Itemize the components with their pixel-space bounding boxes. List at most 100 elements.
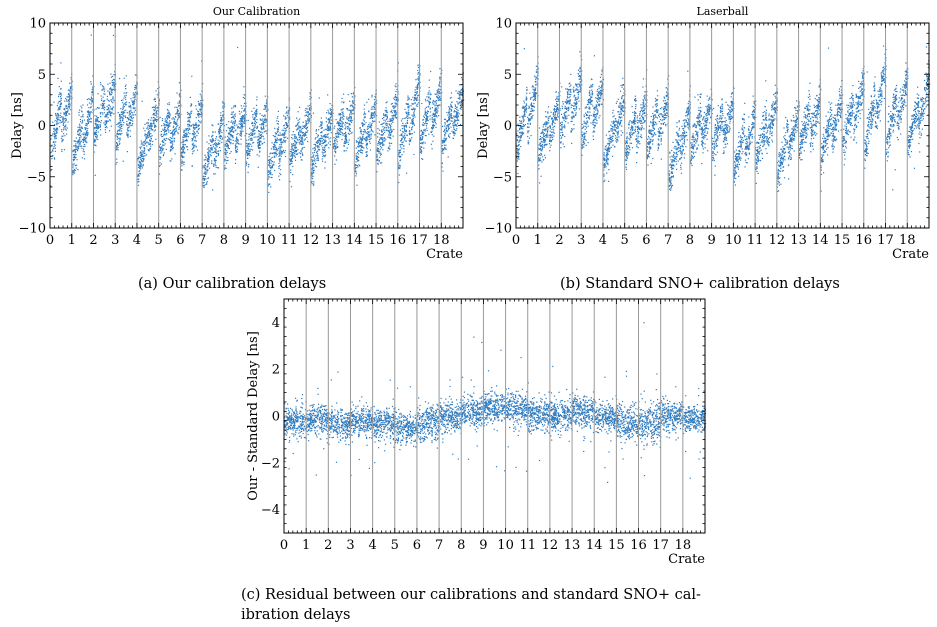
data-point-a: [74, 149, 76, 151]
data-point-a: [84, 145, 86, 148]
data-point-a: [236, 124, 238, 126]
data-point-a: [205, 173, 207, 175]
data-point-a: [238, 143, 240, 145]
data-point-a: [63, 127, 65, 129]
data-point-a: [376, 154, 378, 156]
data-point-a: [422, 129, 424, 131]
data-point-a: [111, 99, 113, 101]
data-point-a: [162, 148, 164, 150]
data-point-a: [163, 138, 165, 140]
data-point-a: [203, 172, 205, 174]
data-point-a: [194, 139, 196, 141]
data-point-a: [255, 104, 258, 106]
data-point-a: [362, 125, 364, 127]
data-point-a: [435, 109, 437, 111]
data-point-a: [363, 120, 365, 122]
data-point-a: [463, 99, 465, 101]
data-point-a: [225, 142, 227, 144]
data-point-a: [176, 92, 178, 94]
data-point-a: [367, 131, 369, 133]
data-point-a: [230, 130, 232, 132]
data-point-a: [345, 142, 347, 144]
data-point-a: [87, 122, 89, 124]
data-point-a: [342, 133, 344, 135]
data-point-a: [189, 113, 191, 116]
data-point-a: [94, 127, 96, 129]
data-point-a: [413, 110, 415, 112]
data-point-a: [111, 89, 113, 91]
data-point-a: [88, 117, 90, 119]
data-point-a: [189, 96, 191, 98]
data-point-a: [312, 163, 314, 165]
data-point-a: [144, 143, 146, 145]
data-point-a: [286, 106, 288, 108]
data-point-a: [304, 138, 306, 140]
data-point-a: [91, 94, 93, 96]
data-point-a: [211, 149, 213, 151]
data-point-a: [428, 102, 431, 104]
data-point-a: [362, 124, 364, 126]
data-point-a: [213, 143, 216, 145]
data-point-a: [100, 134, 102, 136]
data-point-a: [55, 132, 57, 134]
data-point-a: [392, 121, 394, 123]
data-point-a: [193, 124, 195, 126]
data-point-a: [82, 138, 84, 140]
data-point-a: [312, 112, 314, 114]
data-point-a: [408, 105, 410, 107]
data-point-a: [81, 122, 83, 124]
data-point-a: [419, 73, 421, 75]
data-point-a: [320, 138, 322, 140]
data-point-a: [279, 132, 281, 134]
data-point-a: [422, 124, 424, 126]
data-point-a: [434, 93, 436, 95]
data-point-a: [256, 127, 258, 130]
data-point-a: [259, 124, 261, 126]
data-point-a: [121, 113, 123, 115]
data-point-a: [368, 124, 370, 126]
data-point-a: [399, 146, 402, 148]
data-point-a: [130, 115, 133, 117]
data-point-a: [162, 144, 164, 146]
data-point-a: [140, 164, 142, 166]
data-point-a: [61, 149, 63, 151]
data-point-a: [363, 104, 366, 106]
data-point-a: [210, 147, 212, 149]
data-point-a: [95, 120, 98, 122]
data-point-a: [79, 127, 81, 129]
data-point-a: [122, 119, 124, 121]
data-point-a: [189, 114, 191, 116]
data-point-a: [88, 98, 90, 100]
data-point-a: [302, 147, 304, 149]
data-point-a: [150, 145, 152, 147]
data-point-a: [442, 152, 444, 154]
data-point-a: [345, 131, 347, 133]
data-point-a: [61, 116, 63, 118]
data-point-a: [198, 111, 200, 113]
data-point-a: [416, 85, 418, 87]
data-point-a: [325, 129, 328, 131]
data-point-a: [167, 129, 169, 131]
data-point-a: [403, 131, 405, 133]
data-point-a: [134, 98, 136, 100]
data-point-a: [317, 159, 319, 161]
data-point-a: [412, 103, 415, 105]
data-point-a: [362, 119, 364, 121]
data-point-a: [438, 92, 440, 94]
data-point-a: [160, 152, 162, 154]
data-point-a: [187, 136, 189, 138]
data-point-a: [97, 107, 99, 109]
data-point-a: [262, 128, 264, 130]
data-point-a: [309, 107, 311, 109]
data-point-a: [253, 122, 255, 124]
data-point-a: [82, 114, 84, 116]
data-point-a: [53, 101, 55, 103]
data-point-a: [428, 96, 430, 98]
data-point-a: [108, 107, 110, 109]
data-point-a: [294, 140, 296, 142]
data-point-a: [350, 116, 352, 118]
data-point-a: [299, 106, 301, 108]
data-point-a: [155, 104, 157, 106]
data-point-a: [369, 126, 371, 128]
data-point-a: [61, 121, 63, 123]
